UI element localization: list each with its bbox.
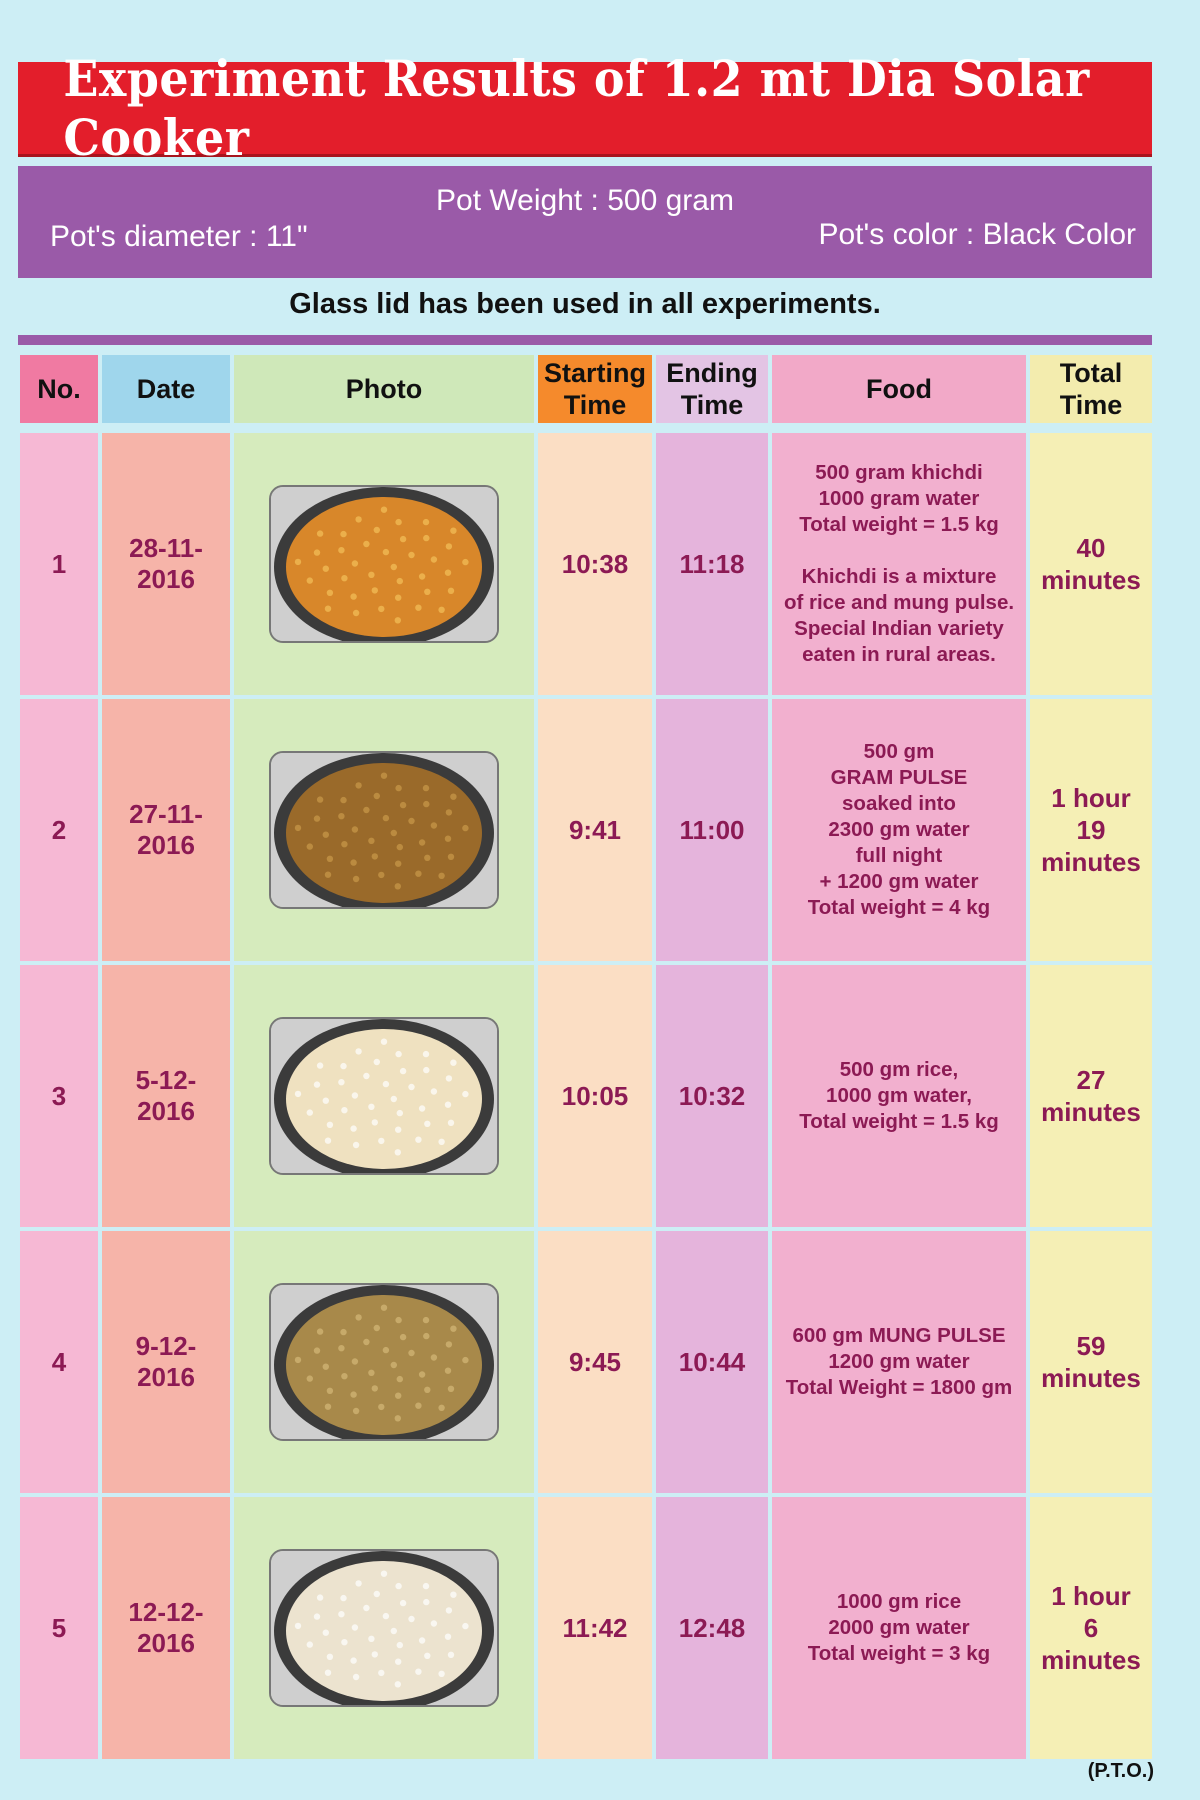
row-end-time: 11:18 <box>656 433 768 695</box>
rice-spoon-photo <box>269 1549 499 1707</box>
row-food: 500 gm GRAM PULSE soaked into 2300 gm wa… <box>772 699 1026 961</box>
row-end-time: 11:00 <box>656 699 768 961</box>
title-banner: Experiment Results of 1.2 mt Dia Solar C… <box>18 49 1152 167</box>
mung-pulse-photo <box>269 1283 499 1441</box>
row-photo <box>234 1231 534 1493</box>
row-end-time: 10:32 <box>656 965 768 1227</box>
column-header-total: Total Time <box>1030 355 1152 423</box>
khichdi-photo <box>269 485 499 643</box>
row-total-time: 1 hour 19 minutes <box>1030 699 1152 961</box>
row-start-time: 9:45 <box>538 1231 652 1493</box>
row-date: 12-12- 2016 <box>102 1497 230 1759</box>
row-food: 1000 gm rice 2000 gm water Total weight … <box>772 1497 1026 1759</box>
row-total-time: 27 minutes <box>1030 965 1152 1227</box>
pto-note: (P.T.O.) <box>1087 1760 1154 1782</box>
row-food: 500 gm rice, 1000 gm water, Total weight… <box>772 965 1026 1227</box>
row-photo <box>234 699 534 961</box>
column-header-photo: Photo <box>234 355 534 423</box>
row-photo <box>234 965 534 1227</box>
row-end-time: 12:48 <box>656 1497 768 1759</box>
row-food: 500 gram khichdi 1000 gram water Total w… <box>772 433 1026 695</box>
row-start-time: 9:41 <box>538 699 652 961</box>
column-header-no: No. <box>20 355 98 423</box>
row-start-time: 10:05 <box>538 965 652 1227</box>
pot-diameter: Pot's diameter : 11" <box>50 220 308 253</box>
row-food: 600 gm MUNG PULSE 1200 gm water Total We… <box>772 1231 1026 1493</box>
row-date: 27-11- 2016 <box>102 699 230 961</box>
row-number: 1 <box>20 433 98 695</box>
divider <box>18 335 1152 345</box>
row-number: 3 <box>20 965 98 1227</box>
row-number: 5 <box>20 1497 98 1759</box>
column-header-food: Food <box>772 355 1026 423</box>
pot-weight: Pot Weight : 500 gram <box>436 184 734 217</box>
row-start-time: 10:38 <box>538 433 652 695</box>
row-date: 9-12- 2016 <box>102 1231 230 1493</box>
row-date: 5-12- 2016 <box>102 965 230 1227</box>
column-header-date: Date <box>102 355 230 423</box>
lid-note: Glass lid has been used in all experimen… <box>289 288 881 320</box>
page-title: Experiment Results of 1.2 mt Dia Solar C… <box>63 49 1090 167</box>
row-end-time: 10:44 <box>656 1231 768 1493</box>
row-start-time: 11:42 <box>538 1497 652 1759</box>
row-total-time: 1 hour 6 minutes <box>1030 1497 1152 1759</box>
column-header-end: Ending Time <box>656 355 768 423</box>
gram-pulse-photo <box>269 751 499 909</box>
column-header-start: Starting Time <box>538 355 652 423</box>
pot-color: Pot's color : Black Color <box>818 218 1136 251</box>
row-number: 2 <box>20 699 98 961</box>
row-total-time: 59 minutes <box>1030 1231 1152 1493</box>
row-photo <box>234 1497 534 1759</box>
row-photo <box>234 433 534 695</box>
pot-info-bar: Pot Weight : 500 gram Pot's diameter : 1… <box>18 166 1152 278</box>
row-number: 4 <box>20 1231 98 1493</box>
row-total-time: 40 minutes <box>1030 433 1152 695</box>
row-date: 28-11- 2016 <box>102 433 230 695</box>
rice-photo <box>269 1017 499 1175</box>
